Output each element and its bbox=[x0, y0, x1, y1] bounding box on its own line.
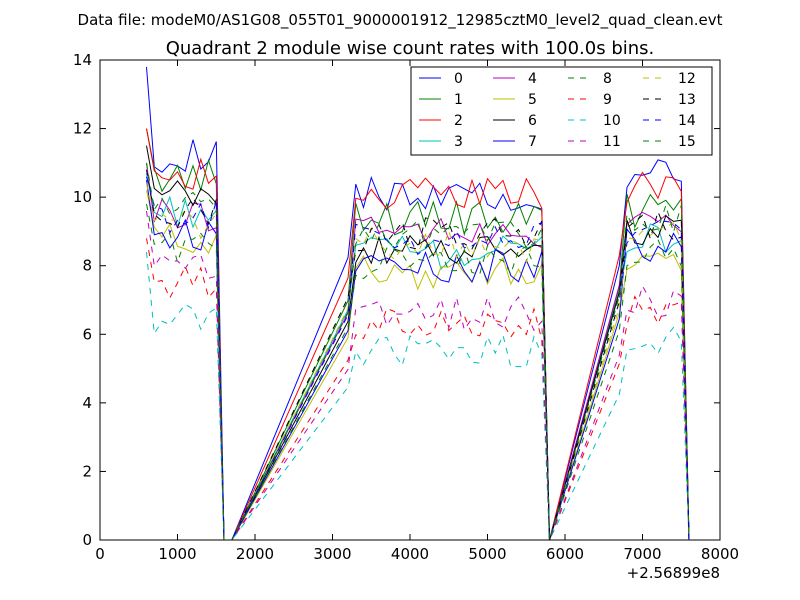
legend-label-12: 12 bbox=[678, 71, 696, 87]
series-line-5 bbox=[146, 190, 690, 541]
legend-label-10: 10 bbox=[603, 113, 621, 129]
x-tick-label: 0 bbox=[95, 545, 105, 563]
legend-label-4: 4 bbox=[528, 71, 537, 87]
legend-label-11: 11 bbox=[603, 134, 621, 150]
chart-title: Quadrant 2 module wise count rates with … bbox=[166, 38, 655, 59]
y-tick-label: 12 bbox=[73, 120, 92, 138]
series-line-9 bbox=[146, 238, 690, 541]
legend-label-14: 14 bbox=[678, 113, 696, 129]
x-tick-label: 6000 bbox=[546, 545, 584, 563]
series-line-4 bbox=[146, 162, 690, 541]
legend-label-1: 1 bbox=[454, 92, 463, 108]
legend-label-7: 7 bbox=[528, 134, 537, 150]
x-offset-label: +2.56899e8 bbox=[627, 564, 720, 582]
x-tick-label: 8000 bbox=[701, 545, 739, 563]
legend-label-9: 9 bbox=[603, 92, 612, 108]
x-tick-label: 3000 bbox=[313, 545, 351, 563]
y-tick-label: 4 bbox=[82, 394, 92, 412]
legend-label-13: 13 bbox=[678, 92, 696, 108]
series-line-7 bbox=[146, 179, 690, 541]
series-line-8 bbox=[146, 203, 690, 541]
legend-label-0: 0 bbox=[454, 71, 463, 87]
series-layer bbox=[146, 66, 690, 541]
y-tick-label: 6 bbox=[82, 325, 92, 343]
x-tick-label: 4000 bbox=[391, 545, 429, 563]
legend-label-3: 3 bbox=[454, 134, 463, 150]
series-line-10 bbox=[146, 251, 690, 541]
figure-suptitle: Data file: modeM0/AS1G08_055T01_90000019… bbox=[78, 11, 723, 30]
series-line-11 bbox=[146, 210, 690, 541]
legend-label-5: 5 bbox=[528, 92, 537, 108]
series-line-13 bbox=[146, 169, 690, 541]
series-line-14 bbox=[146, 176, 690, 541]
legend-frame bbox=[410, 66, 713, 156]
series-line-2 bbox=[146, 128, 690, 541]
x-tick-label: 5000 bbox=[468, 545, 506, 563]
series-line-12 bbox=[146, 183, 690, 541]
series-line-0 bbox=[146, 66, 690, 541]
series-line-3 bbox=[146, 173, 690, 541]
legend-label-15: 15 bbox=[678, 134, 696, 150]
x-tick-label: 2000 bbox=[236, 545, 274, 563]
legend-label-2: 2 bbox=[454, 113, 463, 129]
y-tick-label: 0 bbox=[82, 531, 92, 549]
legend-label-8: 8 bbox=[603, 71, 612, 87]
x-axis: 0 1000 2000 3000 4000 5000 6000 7000 8000 bbox=[95, 60, 739, 563]
y-tick-label: 14 bbox=[73, 51, 92, 69]
y-tick-label: 8 bbox=[82, 257, 92, 275]
y-tick-label: 2 bbox=[82, 462, 92, 480]
x-tick-label: 7000 bbox=[623, 545, 661, 563]
x-tick-label: 1000 bbox=[158, 545, 196, 563]
series-line-15 bbox=[146, 162, 690, 541]
legend-label-6: 6 bbox=[528, 113, 537, 129]
y-tick-label: 10 bbox=[73, 188, 92, 206]
